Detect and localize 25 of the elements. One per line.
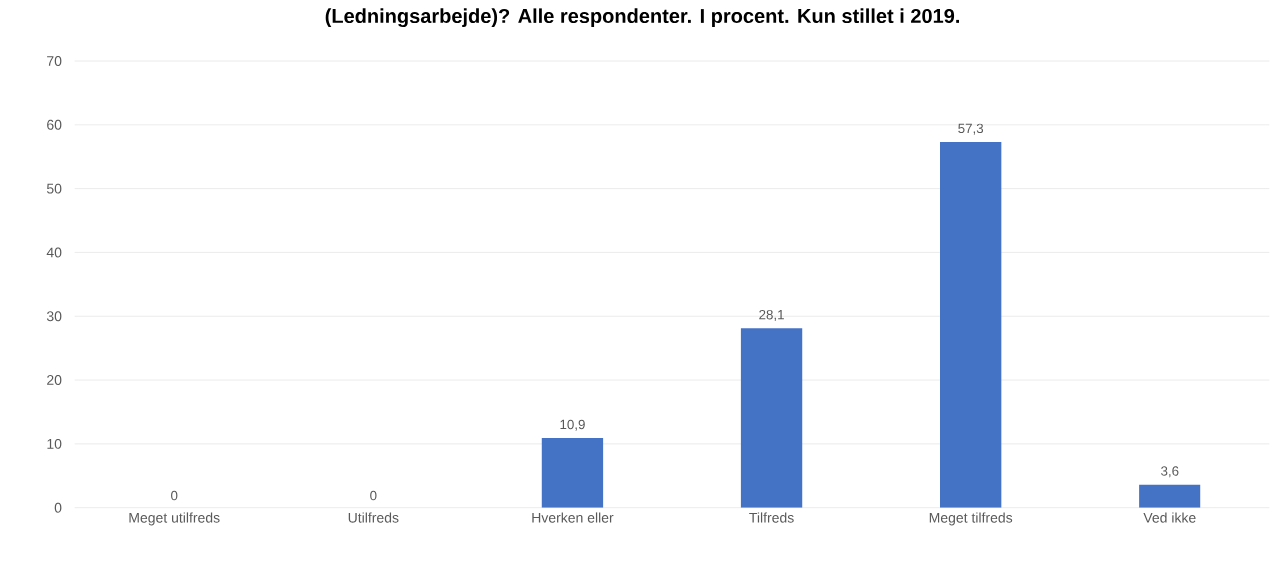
x-tick-label: Utilfreds <box>348 512 399 523</box>
data-label: 0 <box>171 490 178 501</box>
data-label: 57,3 <box>958 123 984 135</box>
y-tick-label: 30 <box>46 311 62 322</box>
bar <box>940 142 1002 508</box>
x-tick-label: Hverken eller <box>532 512 614 523</box>
y-tick-label: 60 <box>47 119 62 130</box>
y-tick-label: 20 <box>47 375 62 386</box>
x-tick-label: Meget utilfreds <box>129 512 220 526</box>
y-tick-label: 10 <box>47 438 62 449</box>
y-tick-label: 70 <box>47 56 62 66</box>
bar <box>541 438 604 508</box>
y-tick-label: 0 <box>54 502 62 513</box>
x-tick-label: Tilfreds <box>749 512 794 523</box>
bar <box>1139 484 1201 508</box>
y-tick-label: 50 <box>46 183 62 194</box>
y-tick-label: 40 <box>46 247 62 258</box>
data-label: 3,6 <box>1161 466 1179 478</box>
data-label: 0 <box>370 490 377 501</box>
bar <box>740 328 803 508</box>
x-tick-label: Meget tilfreds <box>929 512 1013 526</box>
data-label: 28,1 <box>759 309 784 321</box>
chart-title: (Ledningsarbejde)? Alle respondenter. I procent. Kun stillet i 2019. <box>325 8 960 28</box>
data-label: 10,9 <box>560 419 585 431</box>
x-tick-label: Ved ikke <box>1143 512 1196 523</box>
